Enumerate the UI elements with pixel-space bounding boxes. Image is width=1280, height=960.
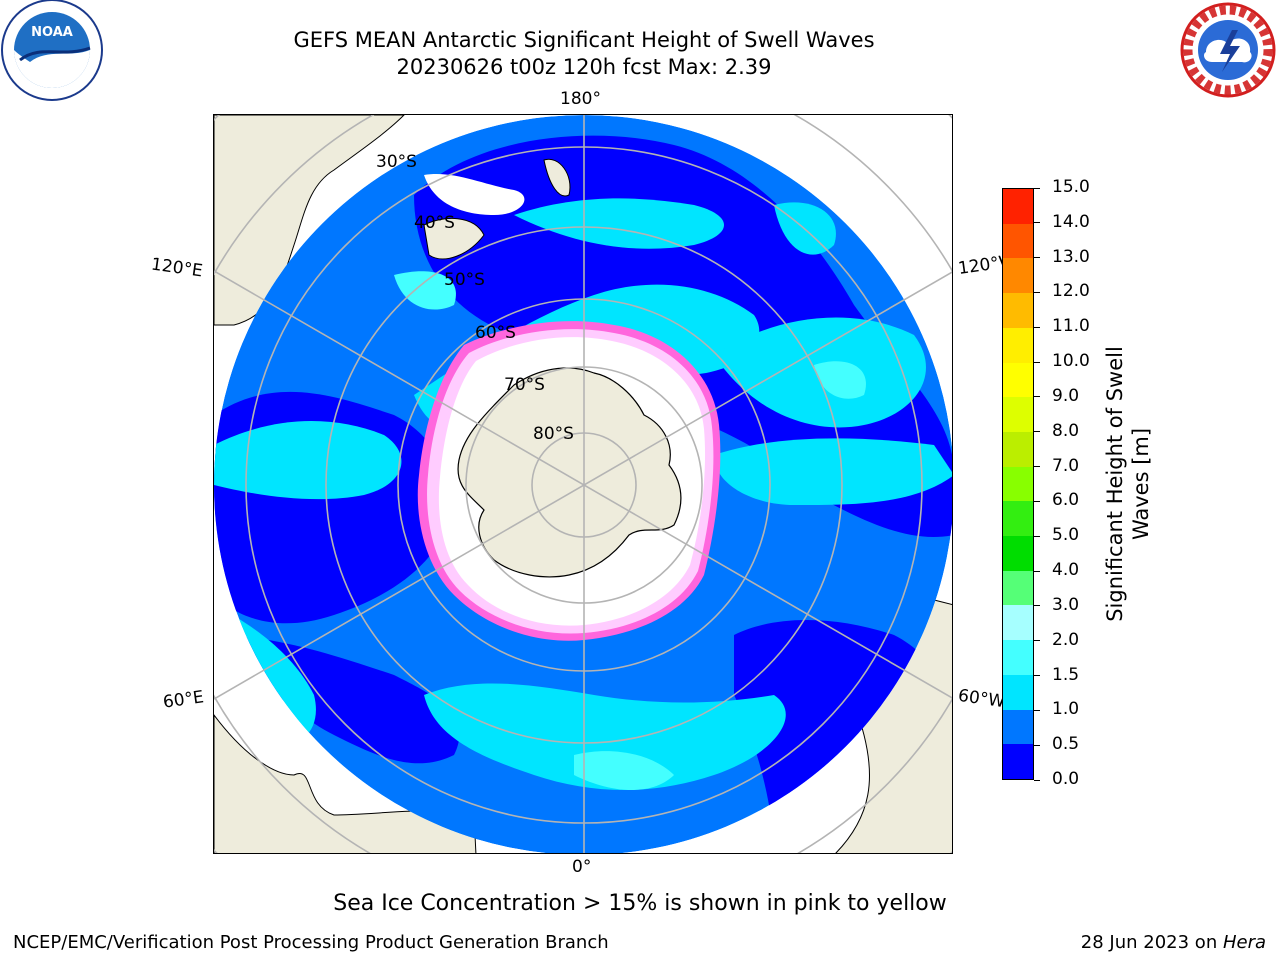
lon-label-lower-right: 60°W [956, 685, 1007, 713]
colorbar-tick-mark [1034, 744, 1040, 746]
colorbar-band [1003, 466, 1033, 502]
colorbar-tick-label: 12.0 [1052, 281, 1090, 302]
colorbar-band [1003, 189, 1033, 224]
colorbar-band [1003, 327, 1033, 363]
colorbar-band [1003, 536, 1033, 571]
footer-date: 28 Jun 2023 on Hera [1081, 932, 1266, 953]
colorbar-tick-label: 10.0 [1052, 351, 1090, 372]
colorbar-band [1003, 674, 1033, 710]
sea-ice-note: Sea Ice Concentration > 15% is shown in … [333, 891, 947, 916]
colorbar-tick-mark [1034, 500, 1040, 502]
lat-label-50: 50°S [444, 270, 485, 290]
colorbar [1002, 188, 1034, 780]
colorbar-band [1003, 744, 1033, 779]
colorbar-band [1003, 709, 1033, 745]
colorbar-tick-mark [1034, 187, 1040, 189]
colorbar-title: Significant Height of Swell Waves [m] [1102, 346, 1154, 622]
colorbar-tick-label: 8.0 [1052, 420, 1080, 441]
colorbar-tick-mark [1034, 466, 1040, 468]
colorbar-title-line2: Waves [m] [1129, 427, 1153, 541]
lon-label-top: 180° [560, 89, 601, 109]
lat-label-30: 30°S [376, 152, 417, 172]
lon-label-bottom: 0° [572, 857, 592, 877]
noaa-logo-text: NOAA [31, 25, 73, 40]
chart-subtitle: 20230626 t00z 120h fcst Max: 2.39 [396, 55, 772, 79]
footer-date-text: 28 Jun 2023 on [1080, 932, 1223, 953]
colorbar-tick-label: 6.0 [1052, 490, 1080, 511]
colorbar-band [1003, 640, 1033, 675]
colorbar-tick-mark [1034, 675, 1040, 677]
colorbar-tick-label: 4.0 [1052, 560, 1080, 581]
colorbar-tick-mark [1034, 431, 1040, 433]
colorbar-tick-mark [1034, 709, 1040, 711]
colorbar-band [1003, 258, 1033, 294]
polar-map [213, 114, 953, 854]
colorbar-tick-mark [1034, 257, 1040, 259]
lat-label-80: 80°S [533, 424, 574, 444]
colorbar-tick-label: 1.5 [1052, 664, 1080, 685]
colorbar-tick-mark [1034, 779, 1040, 781]
colorbar-band [1003, 605, 1033, 641]
lat-label-40: 40°S [414, 213, 455, 233]
colorbar-tick-mark [1034, 535, 1040, 537]
colorbar-band [1003, 293, 1033, 328]
colorbar-tick-mark [1034, 361, 1040, 363]
colorbar-band [1003, 501, 1033, 537]
footer-host: Hera [1222, 932, 1266, 953]
colorbar-tick-label: 3.0 [1052, 594, 1080, 615]
colorbar-tick-mark [1034, 326, 1040, 328]
footer-credit: NCEP/EMC/Verification Post Processing Pr… [13, 932, 609, 953]
lon-label-lower-left: 60°E [161, 687, 206, 713]
noaa-logo: NOAA [0, 0, 106, 102]
colorbar-tick-label: 11.0 [1052, 316, 1090, 337]
colorbar-band [1003, 431, 1033, 467]
colorbar-tick-mark [1034, 222, 1040, 224]
colorbar-band [1003, 223, 1033, 259]
colorbar-band [1003, 397, 1033, 432]
graticule [214, 115, 952, 853]
colorbar-tick-mark [1034, 570, 1040, 572]
lat-label-70: 70°S [504, 375, 545, 395]
colorbar-title-line1: Significant Height of Swell [1103, 346, 1127, 622]
colorbar-tick-label: 14.0 [1052, 211, 1090, 232]
colorbar-tick-label: 13.0 [1052, 246, 1090, 267]
colorbar-tick-label: 5.0 [1052, 525, 1080, 546]
lon-label-upper-left: 120°E [149, 254, 204, 282]
colorbar-tick-mark [1034, 640, 1040, 642]
colorbar-tick-mark [1034, 605, 1040, 607]
chart-title: GEFS MEAN Antarctic Significant Height o… [293, 28, 875, 52]
colorbar-tick-mark [1034, 396, 1040, 398]
colorbar-band [1003, 362, 1033, 398]
colorbar-tick-label: 15.0 [1052, 177, 1090, 197]
colorbar-tick-mark [1034, 291, 1040, 293]
map-canvas [214, 115, 952, 853]
colorbar-tick-label: 0.5 [1052, 734, 1080, 755]
colorbar-band [1003, 570, 1033, 606]
colorbar-tick-label: 1.0 [1052, 699, 1080, 720]
colorbar-tick-label: 9.0 [1052, 385, 1080, 406]
lat-label-60: 60°S [475, 323, 516, 343]
colorbar-tick-label: 0.0 [1052, 769, 1080, 789]
colorbar-tick-label: 2.0 [1052, 629, 1080, 650]
nws-logo [1176, 0, 1280, 100]
colorbar-tick-label: 7.0 [1052, 455, 1080, 476]
